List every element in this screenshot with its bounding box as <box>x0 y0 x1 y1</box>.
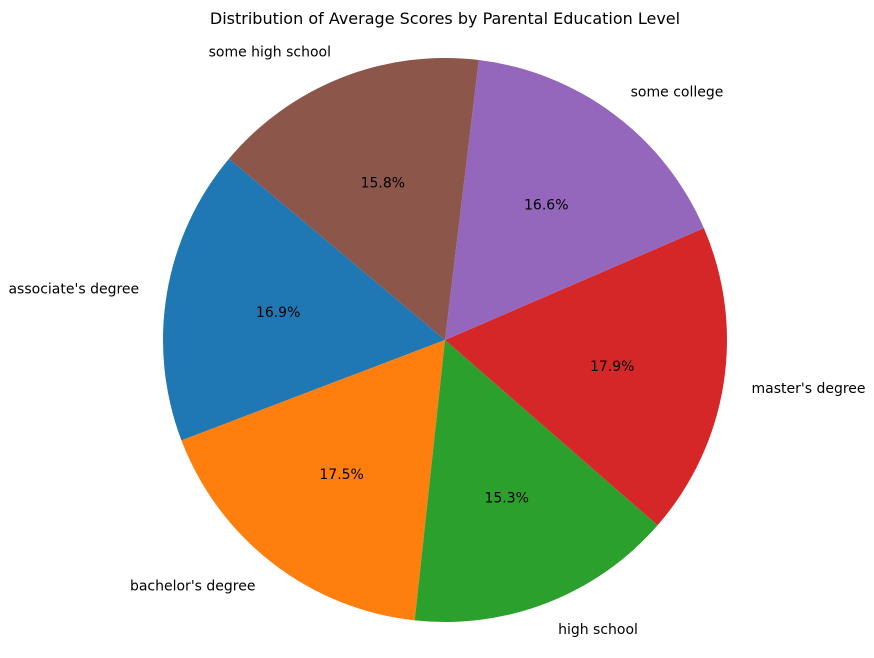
slice-percent-label: 17.5% <box>319 467 363 483</box>
slice-percent-label: 16.9% <box>256 305 300 321</box>
slice-category-label: high school <box>558 622 638 638</box>
slices-layer <box>162 58 727 623</box>
labels-layer: 16.9% associate's degree 17.5% bachelor's d… <box>8 45 865 638</box>
slice-percent-label: 16.6% <box>524 197 568 213</box>
pie-slice-associate-s-degree <box>162 158 445 441</box>
pie-slice-high-school <box>414 340 658 623</box>
pie-slice-master-s-degree <box>445 228 727 526</box>
pie-slice-some-college <box>445 60 704 341</box>
slice-category-label: master's degree <box>751 381 865 397</box>
pie-slice-some-high-school <box>228 58 479 341</box>
slice-percent-label: 15.8% <box>361 176 405 192</box>
slice-category-label: bachelor's degree <box>130 579 256 595</box>
slice-category-label: associate's degree <box>8 281 139 297</box>
slice-category-label: some college <box>631 84 724 100</box>
slice-category-label: some high school <box>209 45 331 61</box>
slice-percent-label: 17.9% <box>590 359 634 375</box>
pie-slice-bachelor-s-degree <box>181 340 445 621</box>
chart-title: Distribution of Average Scores by Parent… <box>210 9 680 28</box>
slice-percent-label: 15.3% <box>484 491 528 507</box>
